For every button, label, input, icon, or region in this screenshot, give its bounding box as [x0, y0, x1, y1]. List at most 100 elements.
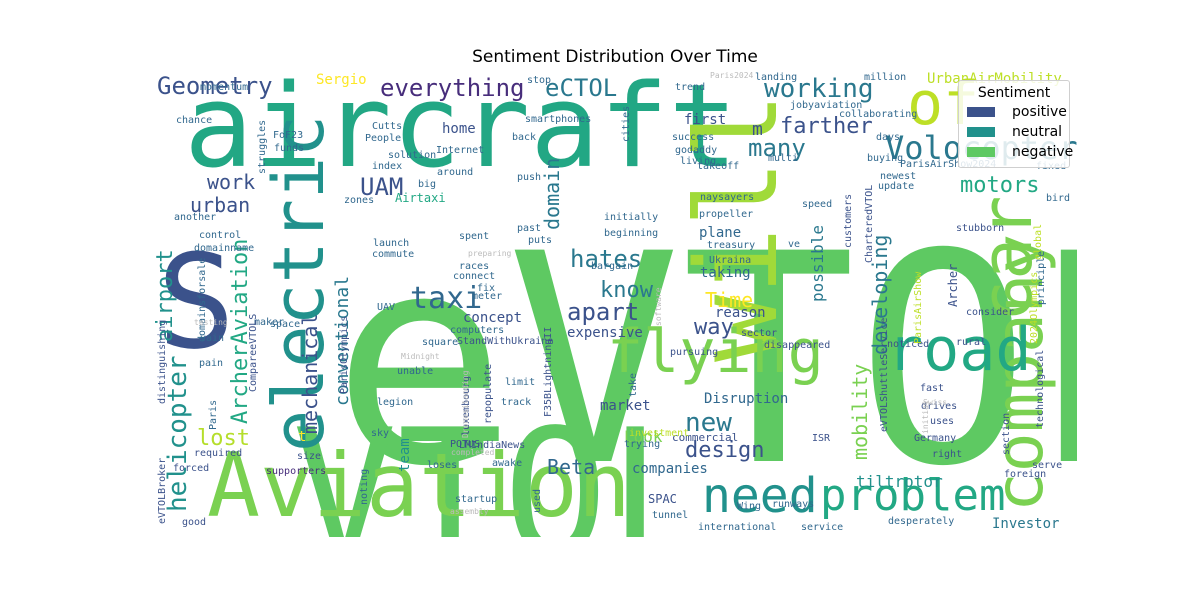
word-success: success [672, 132, 715, 143]
word-disappeared: disappeared [764, 340, 831, 351]
word-taxi: taxi [410, 281, 483, 316]
word-evtol: eVTOL [332, 193, 1077, 530]
word-expensive: expensive [567, 325, 643, 341]
word-propeller: propeller [699, 209, 754, 220]
word-vtol: VTOL [292, 393, 714, 537]
word-ectol: eCTOL [545, 74, 618, 102]
word-new: new [685, 408, 732, 438]
word-software: software [654, 287, 663, 326]
word-cutts: Cutts [372, 121, 403, 132]
word-possible: possible [808, 224, 827, 302]
word-big: big [418, 179, 437, 190]
word-mechanical: mechanical [298, 313, 322, 434]
word-bird: bird [1046, 193, 1071, 204]
word-assembly: assembly [450, 507, 489, 516]
word-maker: maker [254, 317, 285, 328]
legend-swatch-positive [967, 107, 995, 117]
word-lost: lost [197, 426, 250, 451]
word-landing: landing [755, 72, 798, 83]
word-fof23: FoF23 [273, 130, 304, 141]
word-market: market [600, 398, 651, 414]
word-companies: companies [632, 461, 708, 477]
word-speed: speed [802, 199, 833, 210]
word-everything: everything [380, 74, 525, 102]
word-rural: rural [956, 337, 987, 348]
word-godaddy: godaddy [675, 145, 718, 156]
word-around: around [437, 167, 474, 178]
word-foreign: foreign [1004, 469, 1047, 480]
word-size: size [297, 451, 322, 462]
word-domainsforsale: domainsforsale [197, 257, 208, 342]
chart-title: Sentiment Distribution Over Time [472, 47, 758, 67]
word-funds: funds [274, 143, 305, 154]
word-right: right [932, 449, 963, 460]
word-trying: trying [624, 439, 661, 450]
word-section: section [1001, 412, 1012, 455]
word-takeoff: takeoff [697, 161, 740, 172]
word-uav: UAV [377, 302, 396, 313]
word-aviation: Aviation [207, 434, 631, 537]
word-investment: investment [629, 428, 690, 439]
word-first: first [684, 112, 727, 128]
word-take: take [628, 372, 639, 397]
word-team: team [397, 438, 413, 472]
word-tiltrotor: tiltrotor [856, 472, 943, 491]
word-multi: multi [768, 153, 799, 164]
word-people: People [365, 133, 402, 144]
word-standwithukraine: StandWithUkraine [457, 336, 554, 347]
word-newest: newest [880, 171, 917, 182]
word-runways: runways [772, 499, 815, 510]
word-look: Look [624, 427, 663, 446]
word-repopulate: repopulate [483, 363, 494, 424]
word-control: control [199, 230, 242, 241]
word-hates: hates [570, 245, 643, 273]
word-dronesilanding: Dronesilanding [461, 370, 470, 438]
word-concept: concept [463, 310, 523, 326]
word-germany: Germany [914, 433, 957, 444]
legend-label-negative: negative [1012, 144, 1074, 160]
word-investor: Investor [992, 516, 1060, 532]
word-swiss: Swiss [923, 398, 948, 407]
word-puts: puts [528, 235, 553, 246]
word-potus: POTUS [450, 439, 481, 450]
word-farther: farther [780, 114, 873, 139]
word-distinguishing: distinguishing [157, 319, 168, 404]
word-stop: stop [527, 75, 552, 86]
word-motors: motors [960, 173, 1040, 198]
word-reason: reason [715, 305, 766, 321]
word-forced: forced [173, 463, 210, 474]
word-square: square [422, 337, 459, 348]
word-parisairshow: ParisAirShow [913, 271, 924, 344]
word-road: road [887, 315, 1032, 385]
word-technological: technological [1035, 349, 1046, 428]
word-vain: vain [200, 333, 225, 344]
word-limit: limit [505, 377, 536, 388]
word-buying: buying [867, 153, 904, 164]
word-computers: computers [450, 325, 505, 336]
word-urban: urban [190, 193, 251, 217]
word-disruption: Disruption [704, 391, 789, 407]
word-design: design [685, 438, 765, 463]
word-back: back [512, 132, 537, 143]
word-helicopter: helicopter [163, 355, 193, 512]
word-days: days [876, 132, 901, 143]
word-update: update [878, 181, 915, 192]
word-initially: initially [604, 212, 659, 223]
word-momentum: momentum [200, 82, 249, 93]
word-compareevtols: CompareeVTOLS [248, 313, 259, 392]
word-mobility: mobility [848, 363, 872, 460]
word-customers: customers [843, 193, 854, 248]
word-supporters: supporters [266, 466, 327, 477]
word-way: way [694, 315, 734, 340]
legend-swatch-negative [967, 147, 995, 157]
word-legion: legion [377, 397, 414, 408]
word-uam: UAM [360, 173, 404, 201]
legend-title: Sentiment [977, 85, 1051, 101]
word-required: required [194, 448, 243, 459]
word-domain: domain [540, 157, 564, 230]
word-need: need [702, 468, 818, 524]
word-domainname: domainname [194, 243, 255, 254]
word-commute: commute [372, 249, 415, 260]
word-home: home [442, 121, 476, 137]
word-loses: loses [427, 460, 458, 471]
